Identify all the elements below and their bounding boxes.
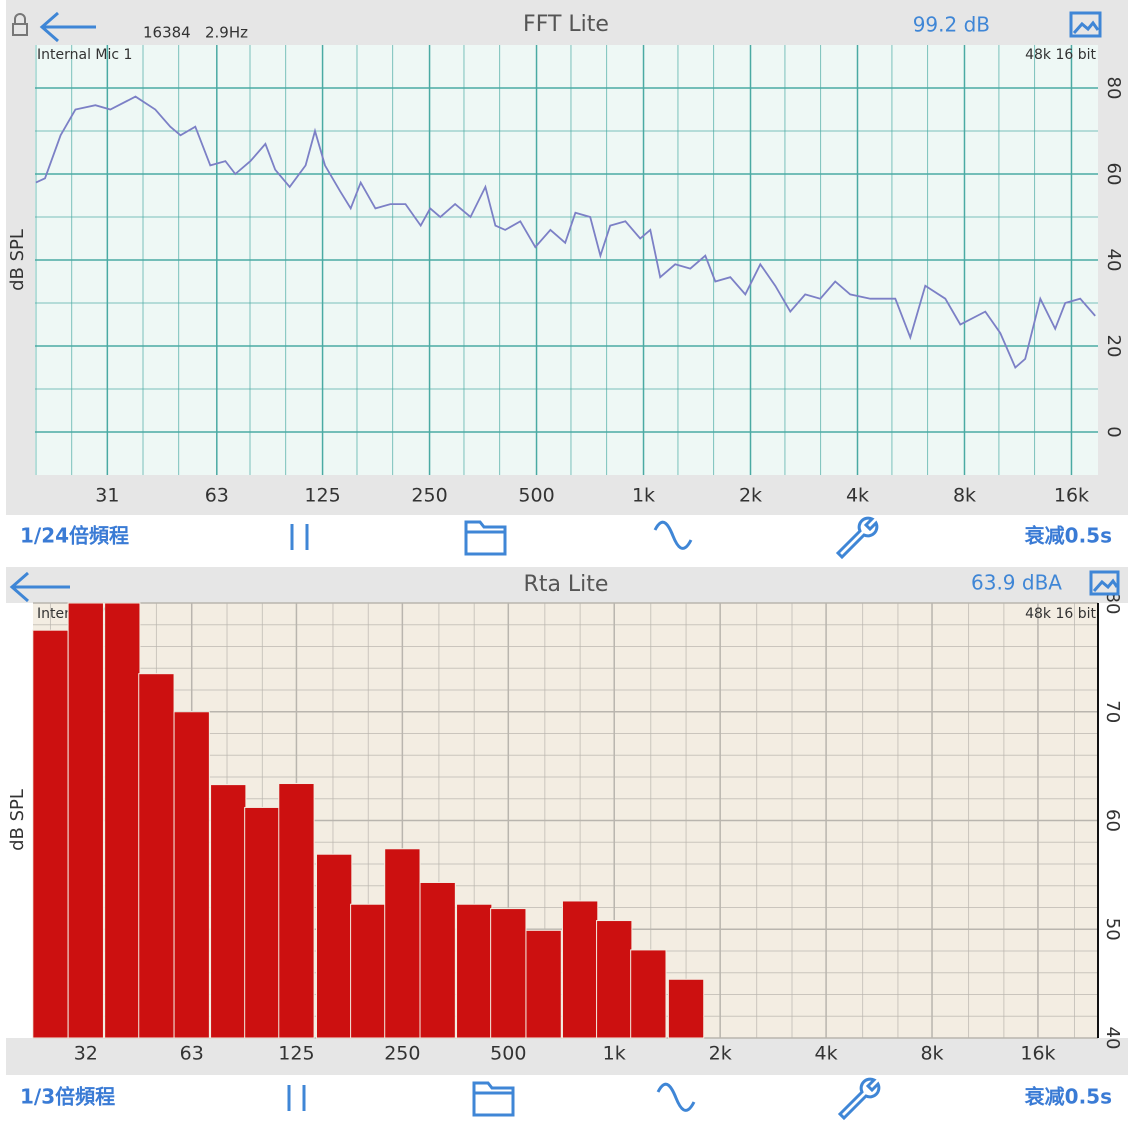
x-tick-label: 1k	[632, 485, 655, 507]
snapshot-button[interactable]	[1069, 11, 1102, 38]
app-title: FFT Lite	[523, 12, 609, 37]
y-tick-label: 80	[1103, 77, 1124, 100]
x-tick-label: 125	[304, 485, 340, 507]
rta-axis-area	[6, 1038, 1128, 1075]
back-button[interactable]	[39, 11, 96, 43]
x-tick-label: 4k	[846, 485, 869, 507]
bar	[490, 908, 527, 1039]
y-axis-label: dB SPL	[7, 789, 28, 851]
bar	[350, 903, 387, 1039]
bar	[67, 602, 104, 1039]
rta-toolbar	[6, 1075, 1128, 1124]
x-tick-label: 250	[384, 1043, 420, 1065]
x-tick-label: 63	[205, 485, 229, 507]
bar	[456, 903, 493, 1039]
y-tick-label: 0	[1103, 426, 1124, 437]
mode-button[interactable]: 1/3倍頻程	[20, 1085, 115, 1109]
plots: 31 63 125 250 500 1k 2k 4k 8k 16k 0 20 40 60 80 32 63 125…	[32, 45, 1124, 1065]
x-tick-label: 4k	[815, 1043, 838, 1065]
mode-button[interactable]: 1/24倍頻程	[20, 524, 129, 548]
bar	[278, 783, 315, 1039]
pause-button[interactable]	[290, 524, 309, 550]
y-tick-label: 20	[1103, 335, 1124, 358]
x-tick-label: 500	[490, 1043, 526, 1065]
y-tick-label: 40	[1103, 249, 1124, 272]
rta-panel	[6, 567, 1128, 603]
decay-button[interactable]: 衰减0.5s	[1024, 1085, 1112, 1109]
x-tick-label: 32	[74, 1043, 98, 1065]
bar	[596, 920, 633, 1039]
y-axis-label: dB SPL	[7, 229, 28, 291]
wave-button[interactable]	[653, 520, 693, 550]
x-tick-label: 63	[180, 1043, 204, 1065]
y-tick-label: 50	[1102, 918, 1123, 941]
y-tick-label: 60	[1102, 809, 1123, 832]
x-tick-label: 2k	[739, 485, 762, 507]
bar	[244, 806, 281, 1039]
spectrum-line	[35, 95, 1096, 369]
bar	[384, 848, 421, 1039]
snapshot-button[interactable]	[1089, 570, 1120, 596]
x-tick-label: 16k	[1054, 485, 1089, 507]
format: 48k 16 bit	[1025, 606, 1096, 622]
plot: 32 63 125 250 500 1k 2k 4k 8k 16k4050607080Intern…	[32, 592, 1123, 1065]
bar	[138, 673, 175, 1039]
bar	[173, 711, 210, 1039]
settings-button[interactable]	[837, 1077, 881, 1121]
bar	[630, 949, 667, 1039]
fft-toolbar	[6, 515, 1128, 562]
pause-button[interactable]	[287, 1085, 306, 1111]
decay-button[interactable]: 衰减0.5s	[1024, 524, 1112, 548]
x-tick-label: 500	[518, 485, 554, 507]
bar	[667, 978, 705, 1039]
level-readout: 63.9 dBA	[971, 571, 1062, 595]
x-tick-label: 16k	[1020, 1043, 1055, 1065]
y-tick-label: 40	[1102, 1027, 1123, 1050]
resolution: 2.9Hz	[205, 24, 248, 42]
bar	[210, 784, 247, 1039]
folder-button[interactable]	[472, 1081, 515, 1117]
y-tick-label: 60	[1103, 163, 1124, 186]
x-tick-label: 125	[278, 1043, 314, 1065]
bar	[525, 929, 562, 1039]
lock-icon	[12, 13, 28, 36]
x-tick-label: 1k	[603, 1043, 626, 1065]
folder-button[interactable]	[464, 520, 507, 556]
x-tick-label: 8k	[920, 1043, 943, 1065]
back-button[interactable]	[9, 571, 70, 603]
x-tick-label: 8k	[953, 485, 976, 507]
fft-size: 16384	[143, 24, 191, 42]
plot: 31 63 125 250 500 1k 2k 4k 8k 16k 0 20 40 60 80	[35, 45, 1124, 507]
x-tick-label: 250	[411, 485, 447, 507]
wave-button[interactable]	[656, 1082, 696, 1112]
y-tick-label: 70	[1102, 700, 1123, 723]
bar	[561, 900, 599, 1039]
y-tick-label: 80	[1102, 592, 1123, 615]
level-readout: 99.2 dB	[913, 13, 990, 37]
settings-button[interactable]	[835, 516, 879, 560]
app-title: Rta Lite	[524, 572, 609, 597]
x-tick-label: 2k	[709, 1043, 732, 1065]
bar	[32, 629, 69, 1039]
bar	[419, 881, 456, 1039]
bar	[104, 602, 141, 1039]
format: 48k 16 bit	[1025, 47, 1096, 63]
input-name: Internal Mic 1	[37, 47, 132, 63]
x-tick-label: 31	[95, 485, 119, 507]
bar	[315, 853, 353, 1039]
